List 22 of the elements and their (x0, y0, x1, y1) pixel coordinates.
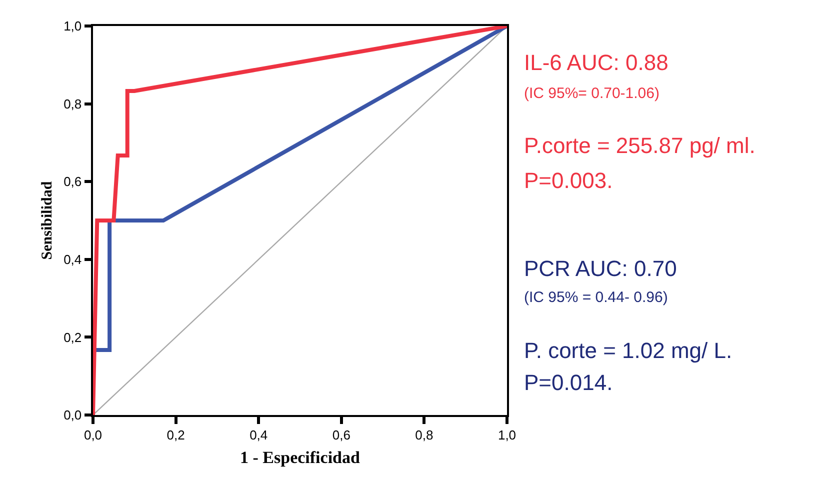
x-tick-label: 0,8 (415, 427, 434, 442)
y-axis-title: Sensibilidad (39, 180, 56, 260)
y-tick-label: 1,0 (64, 18, 82, 34)
y-tick-label: 0,2 (64, 330, 82, 345)
y-tick-label: 0,8 (64, 96, 82, 112)
x-axis-title: 1 - Especificidad (240, 448, 361, 468)
text: (IC 95%= 0.70-1.06) (524, 85, 660, 102)
y-tick-label: 0,4 (64, 252, 82, 267)
text: IL-6 AUC: 0.88 (524, 50, 668, 75)
x-tick-label: 0,6 (332, 427, 350, 442)
text: P. corte = 1.02 mg/ L. (524, 338, 732, 363)
y-tick-label: 0,6 (64, 174, 82, 190)
x-tick-label: 0,4 (250, 427, 268, 442)
text: P=0.014. (524, 370, 613, 395)
x-tick-label: 0,0 (84, 427, 102, 442)
x-tick-label: 1,0 (498, 427, 516, 442)
text: (IC 95% = 0.44- 0.96) (524, 289, 668, 306)
text: PCR AUC: 0.70 (524, 256, 677, 281)
x-tick-label: 0,2 (166, 427, 185, 442)
y-tick-label: 0,0 (64, 408, 82, 423)
text: P=0.003. (524, 168, 613, 193)
text: P.corte = 255.87 pg/ ml. (524, 133, 756, 158)
